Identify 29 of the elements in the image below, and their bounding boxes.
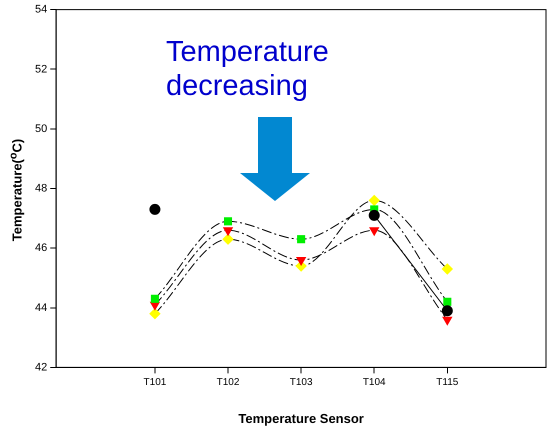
point	[223, 227, 233, 236]
point	[442, 305, 453, 316]
x-tick-label: T104	[362, 377, 386, 388]
x-tick-label: T103	[290, 377, 313, 388]
point	[443, 298, 452, 306]
y-tick-label: 52	[34, 63, 48, 76]
point	[442, 316, 452, 326]
point	[222, 234, 234, 245]
x-axis-title: Temperature Sensor	[238, 410, 364, 426]
point	[224, 217, 232, 226]
y-tick-label: 54	[34, 4, 48, 16]
y-tick-label: 44	[34, 302, 48, 314]
point	[369, 227, 380, 236]
point	[442, 264, 453, 275]
point	[296, 257, 306, 266]
point	[149, 308, 160, 320]
y-tick-label: 42	[34, 361, 48, 374]
point	[297, 235, 306, 244]
point	[150, 294, 159, 303]
x-tick-label: T101	[144, 377, 167, 388]
x-tick-label: T115	[436, 377, 459, 388]
point	[149, 204, 160, 215]
y-tick-label: 50	[34, 122, 48, 135]
point	[368, 210, 380, 221]
y-tick-label: 48	[34, 182, 48, 195]
x-tick-label: T102	[216, 377, 240, 388]
point	[368, 194, 380, 206]
annotation: Temperature decreasing	[166, 35, 330, 103]
y-tick-label: 46	[34, 242, 48, 254]
